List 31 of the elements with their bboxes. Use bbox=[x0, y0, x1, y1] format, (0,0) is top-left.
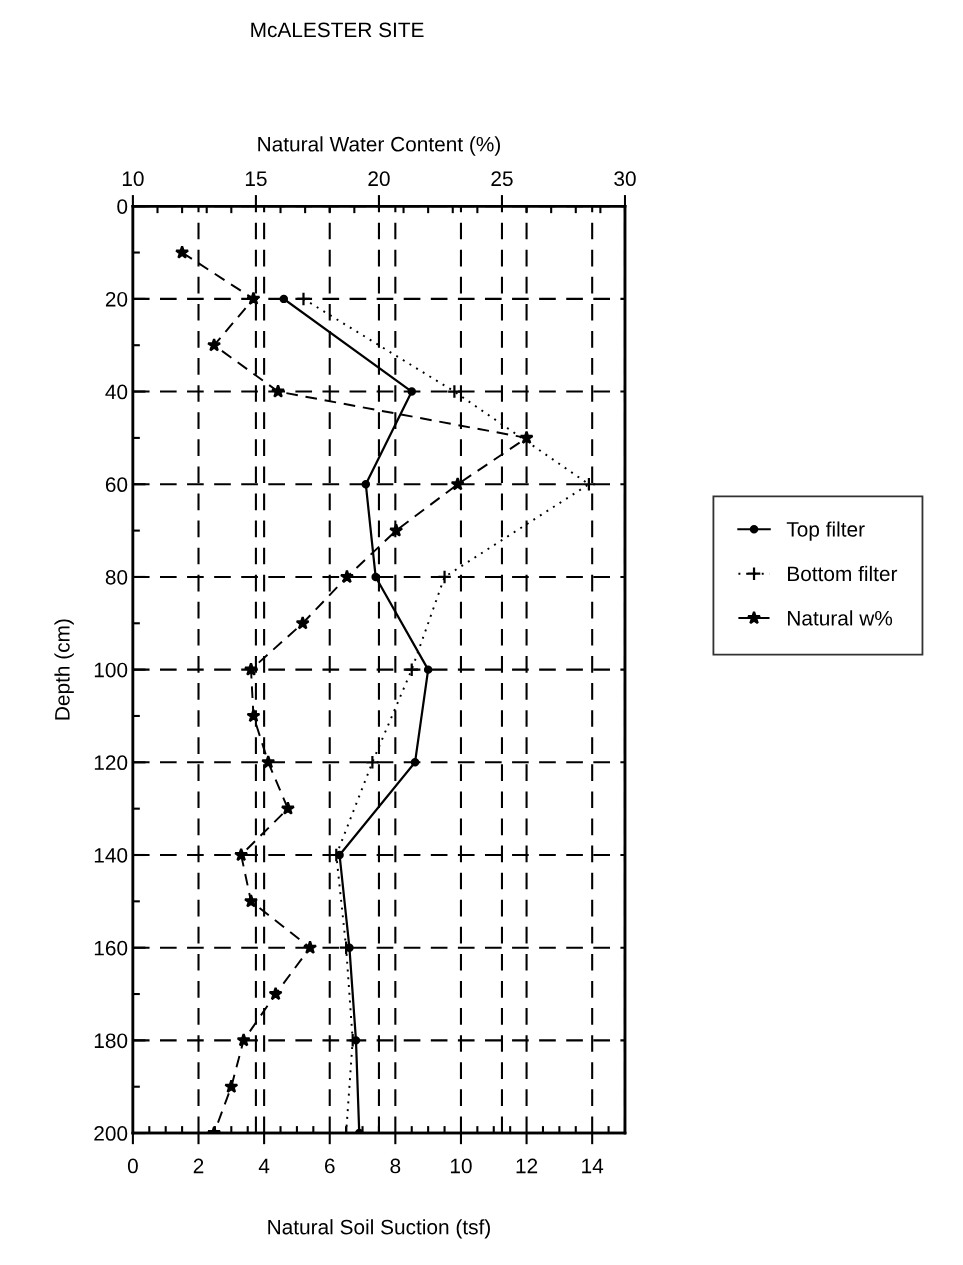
y-tick-label: 180 bbox=[94, 1033, 128, 1049]
x-tick-label: 14 bbox=[582, 1158, 604, 1174]
y-tick-label: 80 bbox=[105, 569, 128, 585]
legend-label: Top filter bbox=[786, 521, 865, 541]
x2-tick-label: 20 bbox=[368, 171, 390, 187]
y-tick-label: 60 bbox=[105, 477, 128, 493]
y-tick-label: 100 bbox=[94, 662, 128, 678]
x2-tick-label: 15 bbox=[245, 171, 267, 187]
x-tick-label: 6 bbox=[325, 1158, 335, 1174]
y-tick-label: 140 bbox=[94, 848, 128, 863]
x-axis-title: Natural Soil Suction (tsf) bbox=[268, 1219, 490, 1239]
x2-tick-label: 30 bbox=[614, 171, 636, 187]
x-tick-label: 12 bbox=[516, 1158, 538, 1174]
legend-label: Natural w% bbox=[788, 610, 893, 626]
y-tick-label: 40 bbox=[105, 384, 128, 400]
x2-tick-label: 10 bbox=[122, 171, 144, 187]
y-tick-label: 200 bbox=[94, 1126, 128, 1141]
y-tick-label: 160 bbox=[94, 940, 128, 956]
x-tick-label: 10 bbox=[450, 1158, 472, 1174]
x-tick-label: 4 bbox=[258, 1158, 270, 1174]
y-tick-label: 20 bbox=[105, 291, 128, 307]
chart-title: McALESTER SITE bbox=[251, 22, 424, 38]
y-tick-label: 0 bbox=[117, 199, 128, 214]
x-tick-label: 2 bbox=[193, 1158, 204, 1174]
y-tick-label: 120 bbox=[94, 755, 128, 771]
x2-axis-title: Natural Water Content (%) bbox=[258, 136, 500, 156]
x2-tick-label: 25 bbox=[491, 171, 513, 187]
y-axis-title: Depth (cm) bbox=[54, 619, 74, 720]
x-tick-label: 0 bbox=[127, 1158, 138, 1174]
legend-label: Bottom filter bbox=[788, 565, 898, 582]
x-tick-label: 8 bbox=[390, 1158, 401, 1174]
